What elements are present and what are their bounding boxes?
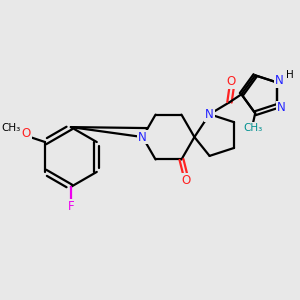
Text: F: F [68,200,74,213]
Text: H: H [286,70,293,80]
Text: N: N [277,101,286,115]
Text: CH₃: CH₃ [2,123,21,133]
Text: O: O [227,75,236,88]
Text: N: N [138,130,147,144]
Text: O: O [22,127,31,140]
Text: O: O [182,174,191,187]
Text: CH₃: CH₃ [244,123,263,133]
Text: N: N [275,74,284,87]
Text: N: N [205,108,214,121]
